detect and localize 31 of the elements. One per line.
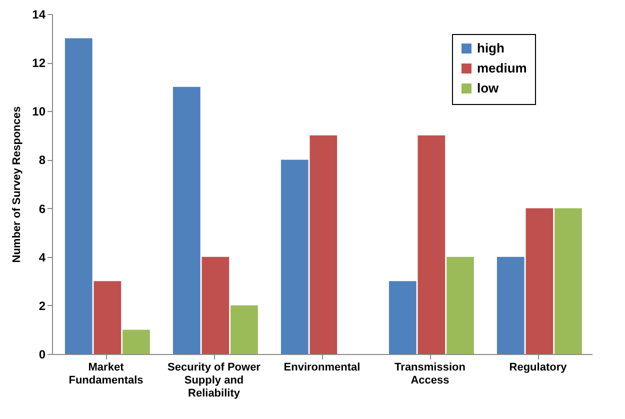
legend-label: low	[477, 80, 500, 96]
y-axis-title: Number of Survey Responces	[11, 106, 24, 263]
bar	[496, 256, 524, 354]
bar	[230, 305, 258, 354]
bar	[280, 160, 308, 354]
x-tick-label: Market Fundamentals	[68, 362, 144, 386]
y-tick-label: 12	[32, 56, 46, 70]
bar	[554, 208, 582, 354]
y-tick-label: 10	[32, 104, 46, 119]
bar	[202, 256, 230, 354]
bar	[122, 330, 150, 354]
bar	[64, 38, 92, 354]
legend-label: medium	[477, 60, 527, 76]
bar	[172, 86, 200, 354]
y-tick-label: 4	[38, 250, 46, 264]
x-tick-label: Regulatory	[509, 362, 568, 374]
bar	[446, 256, 474, 354]
bar	[94, 281, 122, 354]
y-tick-label: 6	[38, 202, 46, 216]
bar	[418, 135, 446, 354]
y-tick-label: 14	[32, 8, 46, 22]
bar	[388, 281, 416, 354]
y-tick-label: 2	[38, 298, 46, 313]
bar	[310, 135, 338, 354]
y-tick-label: 0	[38, 348, 46, 362]
y-tick-label: 8	[38, 153, 46, 168]
bar	[526, 208, 554, 354]
x-tick-label: Environmental	[284, 362, 360, 374]
x-tick-label: Transmission Access	[394, 362, 466, 386]
legend-label: high	[477, 40, 504, 56]
x-tick-label: Security of Power Supply and Reliability	[168, 362, 262, 400]
